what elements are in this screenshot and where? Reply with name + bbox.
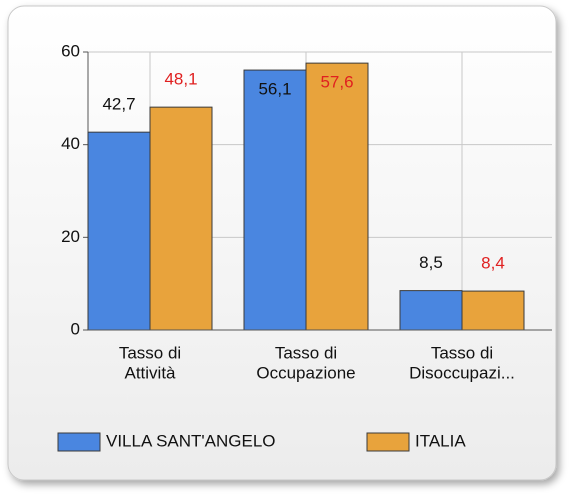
x-tick-label: Disoccupazi...: [409, 363, 515, 382]
bar: [243, 69, 307, 331]
value-label: 56,1: [258, 80, 291, 99]
bar: [87, 131, 151, 331]
x-tick-label: Attività: [124, 363, 176, 382]
x-tick-label: Occupazione: [256, 363, 355, 382]
value-label: 57,6: [320, 73, 353, 92]
bar: [149, 106, 213, 331]
bar: [461, 290, 525, 331]
y-tick-label: 60: [61, 41, 80, 60]
bar: [305, 62, 369, 331]
y-tick-label: 20: [61, 227, 80, 246]
legend-swatch: [57, 432, 101, 452]
legend-swatch: [366, 432, 410, 452]
bar: [399, 290, 463, 331]
x-tick-label: Tasso di: [431, 343, 493, 362]
x-tick-label: Tasso di: [275, 343, 337, 362]
value-label: 48,1: [164, 70, 197, 89]
value-label: 8,4: [481, 254, 505, 273]
value-label: 8,5: [419, 253, 443, 272]
y-tick-label: 0: [71, 319, 80, 338]
value-label: 42,7: [102, 95, 135, 114]
legend-label: ITALIA: [415, 431, 466, 450]
legend-label: VILLA SANT'ANGELO: [106, 431, 276, 450]
y-tick-label: 40: [61, 134, 80, 153]
x-tick-label: Tasso di: [119, 343, 181, 362]
